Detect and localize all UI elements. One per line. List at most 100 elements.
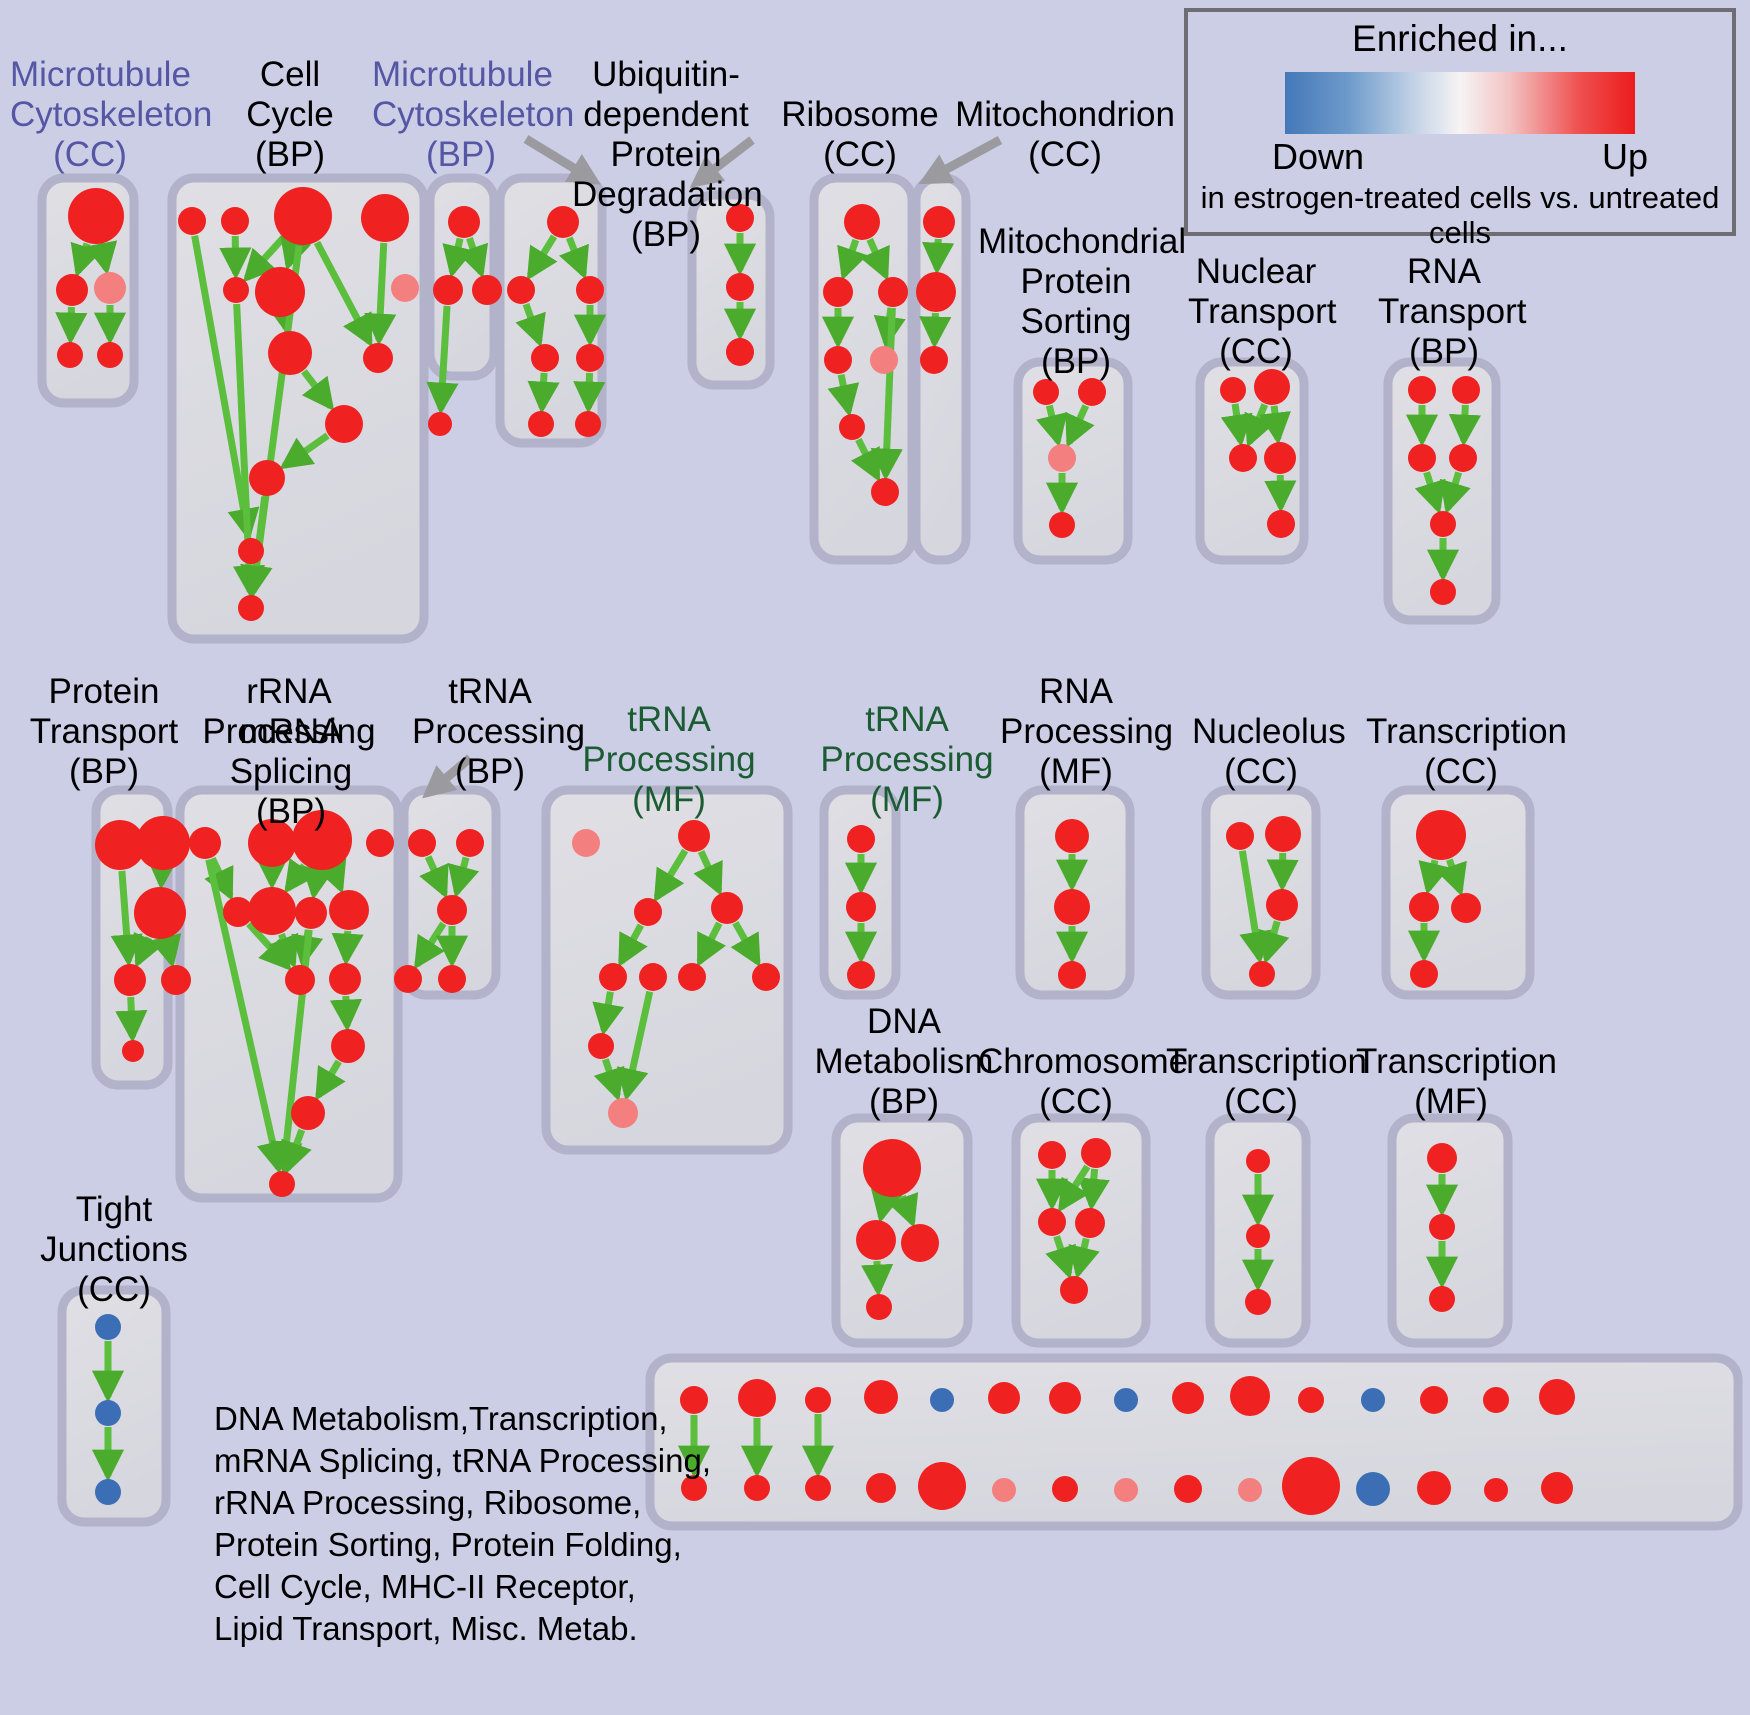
node[interactable] — [97, 342, 123, 368]
node[interactable] — [856, 1220, 896, 1260]
node[interactable] — [1114, 1388, 1138, 1412]
node[interactable] — [238, 595, 264, 621]
node[interactable] — [1429, 1286, 1455, 1312]
node[interactable] — [1220, 377, 1246, 403]
node[interactable] — [576, 344, 604, 372]
node[interactable] — [1451, 893, 1481, 923]
node[interactable] — [437, 895, 467, 925]
node[interactable] — [576, 276, 604, 304]
node[interactable] — [846, 892, 876, 922]
node[interactable] — [726, 338, 754, 366]
node[interactable] — [1541, 1472, 1573, 1504]
node[interactable] — [988, 1382, 1020, 1414]
node[interactable] — [1266, 889, 1298, 921]
node[interactable] — [448, 206, 480, 238]
node[interactable] — [1078, 378, 1106, 406]
node[interactable] — [238, 538, 264, 564]
node[interactable] — [1429, 1214, 1455, 1240]
node[interactable] — [599, 963, 627, 991]
node[interactable] — [1420, 1386, 1448, 1414]
node[interactable] — [1361, 1388, 1385, 1412]
node[interactable] — [744, 1475, 770, 1501]
node[interactable] — [1081, 1138, 1111, 1168]
node[interactable] — [678, 820, 710, 852]
node[interactable] — [572, 829, 600, 857]
node[interactable] — [95, 1400, 121, 1426]
node[interactable] — [456, 829, 484, 857]
node[interactable] — [1226, 822, 1254, 850]
node[interactable] — [1174, 1475, 1202, 1503]
node[interactable] — [161, 965, 191, 995]
node[interactable] — [726, 273, 754, 301]
node[interactable] — [507, 276, 535, 304]
node[interactable] — [866, 1294, 892, 1320]
node[interactable] — [1264, 442, 1296, 474]
node[interactable] — [408, 829, 436, 857]
node[interactable] — [95, 1479, 121, 1505]
node[interactable] — [325, 405, 363, 443]
node[interactable] — [428, 412, 452, 436]
node[interactable] — [681, 1475, 707, 1501]
node[interactable] — [1267, 510, 1295, 538]
node[interactable] — [923, 206, 955, 238]
node[interactable] — [248, 887, 296, 935]
node[interactable] — [930, 1388, 954, 1412]
node[interactable] — [285, 965, 315, 995]
node[interactable] — [871, 478, 899, 506]
node[interactable] — [248, 819, 296, 867]
node[interactable] — [1249, 961, 1275, 987]
node[interactable] — [1408, 376, 1436, 404]
node[interactable] — [1058, 961, 1086, 989]
node[interactable] — [292, 810, 352, 870]
node[interactable] — [608, 1098, 638, 1128]
node[interactable] — [1452, 376, 1480, 404]
node[interactable] — [1484, 1478, 1508, 1502]
node[interactable] — [575, 411, 601, 437]
node[interactable] — [918, 1462, 966, 1510]
node[interactable] — [134, 887, 186, 939]
node[interactable] — [738, 1379, 776, 1417]
node[interactable] — [1417, 1471, 1451, 1505]
node[interactable] — [114, 964, 146, 996]
node[interactable] — [178, 207, 206, 235]
node[interactable] — [189, 827, 221, 859]
node[interactable] — [823, 277, 853, 307]
node[interactable] — [752, 963, 780, 991]
node[interactable] — [864, 1380, 898, 1414]
node[interactable] — [472, 275, 502, 305]
node[interactable] — [1172, 1382, 1204, 1414]
node[interactable] — [805, 1475, 831, 1501]
node[interactable] — [1356, 1472, 1390, 1506]
node[interactable] — [223, 277, 249, 303]
node[interactable] — [1245, 1289, 1271, 1315]
node[interactable] — [1038, 1208, 1066, 1236]
node[interactable] — [863, 1139, 921, 1197]
node[interactable] — [1483, 1387, 1509, 1413]
node[interactable] — [1408, 444, 1436, 472]
node[interactable] — [56, 274, 88, 306]
node[interactable] — [394, 965, 422, 993]
node[interactable] — [1246, 1224, 1270, 1248]
node[interactable] — [1430, 579, 1456, 605]
node[interactable] — [1049, 1382, 1081, 1414]
node[interactable] — [361, 194, 409, 242]
node[interactable] — [249, 460, 285, 496]
node[interactable] — [1449, 444, 1477, 472]
node[interactable] — [866, 1473, 896, 1503]
node[interactable] — [1298, 1387, 1324, 1413]
node[interactable] — [221, 207, 249, 235]
node[interactable] — [223, 897, 253, 927]
node[interactable] — [920, 346, 948, 374]
node[interactable] — [1055, 819, 1089, 853]
node[interactable] — [1410, 960, 1438, 988]
node[interactable] — [711, 892, 743, 924]
node[interactable] — [726, 204, 754, 232]
node[interactable] — [824, 346, 852, 374]
node[interactable] — [680, 1386, 708, 1414]
node[interactable] — [255, 267, 305, 317]
node[interactable] — [901, 1224, 939, 1262]
node[interactable] — [1060, 1276, 1088, 1304]
node[interactable] — [847, 825, 875, 853]
node[interactable] — [268, 331, 312, 375]
node[interactable] — [1052, 1476, 1078, 1502]
